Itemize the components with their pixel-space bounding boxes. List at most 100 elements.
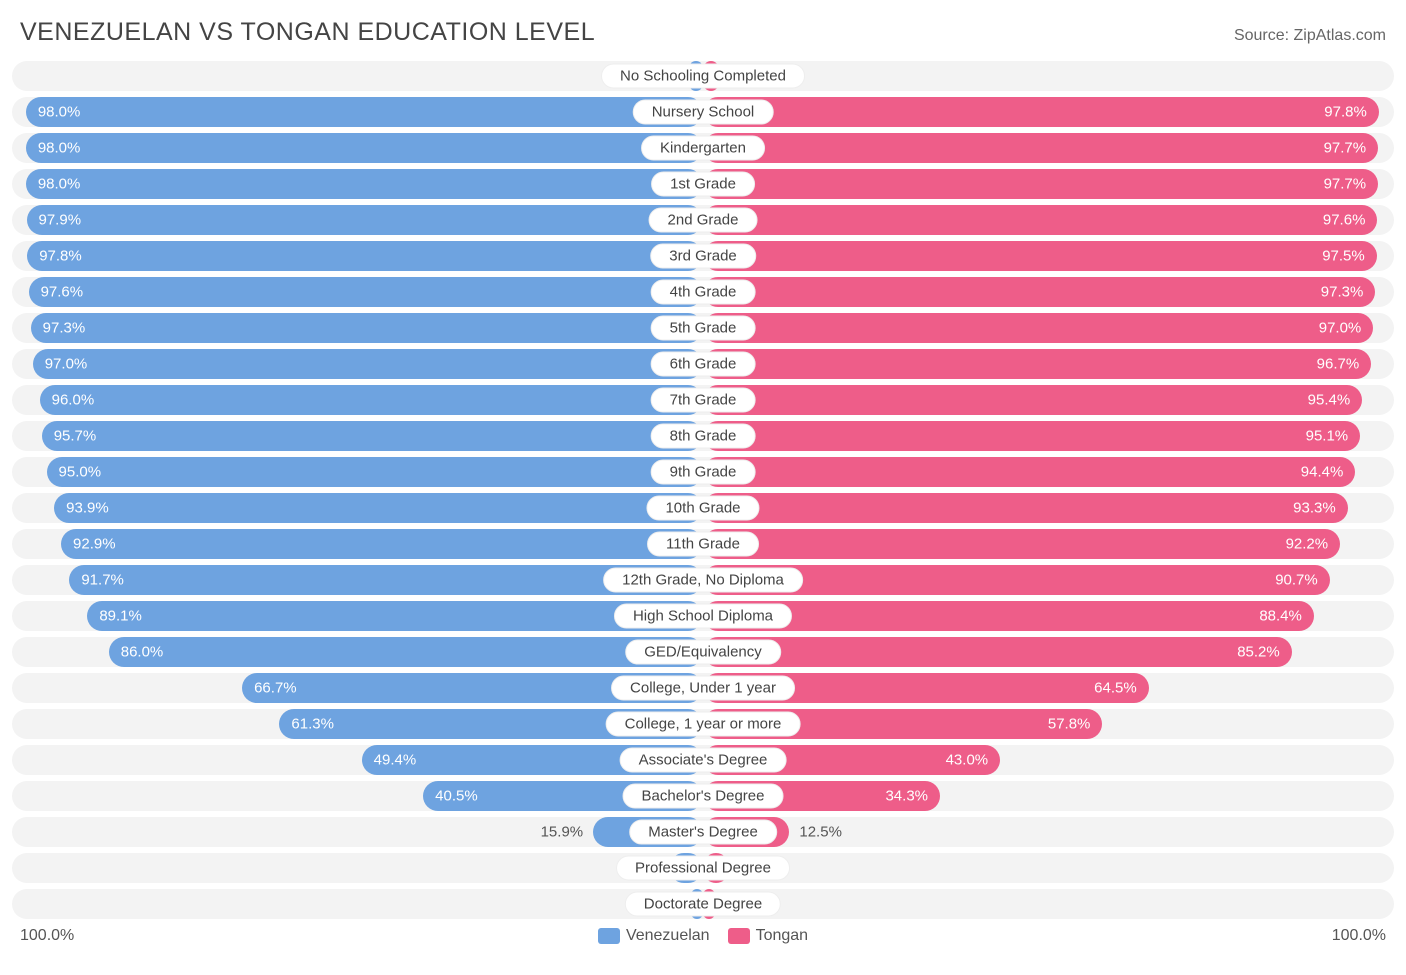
value-label-left: 66.7% [254,680,297,697]
value-label-right: 95.4% [1308,392,1351,409]
category-label: No Schooling Completed [601,64,805,89]
value-label-right: 97.0% [1319,320,1362,337]
category-label: 10th Grade [646,496,759,521]
legend-key-right: Tongan [728,927,809,945]
value-label-left: 97.6% [41,284,84,301]
chart-row: 4.9%3.7%Professional Degree [12,853,1394,883]
value-label-left: 86.0% [121,644,164,661]
value-label-right: 97.6% [1323,212,1366,229]
value-label-right: 92.2% [1286,536,1329,553]
bar-right [703,169,1378,199]
value-label-right: 97.5% [1322,248,1365,265]
legend-key-left: Venezuelan [598,927,710,945]
category-label: 4th Grade [651,280,756,305]
chart-source: Source: ZipAtlas.com [1234,27,1386,45]
category-label: 5th Grade [651,316,756,341]
value-label-right: 97.3% [1321,284,1364,301]
chart-row: 66.7% 64.5% College, Under 1 year [12,673,1394,703]
bar-right [703,637,1292,667]
bar-right [703,421,1360,451]
value-label-left: 95.7% [54,428,97,445]
legend-swatch-right [728,928,750,944]
value-label-right: 85.2% [1237,644,1280,661]
value-label-right: 97.7% [1324,176,1367,193]
category-label: 3rd Grade [650,244,756,269]
value-label-right: 88.4% [1259,608,1302,625]
value-label-right: 12.5% [799,824,842,841]
diverging-bar-chart: 2.0%2.3%No Schooling Completed 98.0% 97.8%… [12,61,1394,919]
bar-right [703,493,1348,523]
category-label: 6th Grade [651,352,756,377]
value-label-right: 95.1% [1306,428,1349,445]
bar-right [703,457,1355,487]
chart-row: 97.0%96.7%6th Grade [12,349,1394,379]
chart-row: 96.0%95.4%7th Grade [12,385,1394,415]
chart-header: VENEZUELAN VS TONGAN EDUCATION LEVEL Sou… [12,18,1394,61]
category-label: College, Under 1 year [611,676,795,701]
category-label: Nursery School [633,100,774,125]
chart-row: 97.9%97.6%2nd Grade [12,205,1394,235]
category-label: 1st Grade [651,172,755,197]
bar-right [703,133,1378,163]
chart-row: 98.0% 97.7% Kindergarten [12,133,1394,163]
chart-row: 93.9%93.3%10th Grade [12,493,1394,523]
chart-row: 97.6% 97.3% 4th Grade [12,277,1394,307]
chart-row: 15.9% 12.5% Master's Degree [12,817,1394,847]
chart-row: 98.0% 97.7% 1st Grade [12,169,1394,199]
chart-row: 49.4%43.0%Associate's Degree [12,745,1394,775]
chart-row: 61.3%57.8%College, 1 year or more [12,709,1394,739]
bar-left [33,349,703,379]
value-label-left: 98.0% [38,176,81,193]
value-label-right: 57.8% [1048,716,1091,733]
bar-right [703,529,1340,559]
value-label-left: 96.0% [52,392,95,409]
category-label: Bachelor's Degree [623,784,784,809]
chart-row: 95.0%94.4%9th Grade [12,457,1394,487]
value-label-left: 97.3% [43,320,86,337]
category-label: 8th Grade [651,424,756,449]
bar-left [47,457,703,487]
category-label: Kindergarten [641,136,765,161]
value-label-right: 97.7% [1324,140,1367,157]
chart-row: 86.0% 85.2% GED/Equivalency [12,637,1394,667]
bar-left [27,241,703,271]
value-label-left: 98.0% [38,140,81,157]
value-label-left: 92.9% [73,536,116,553]
value-label-left: 61.3% [291,716,334,733]
value-label-right: 96.7% [1317,356,1360,373]
bar-left [61,529,703,559]
chart-row: 91.7%90.7%12th Grade, No Diploma [12,565,1394,595]
bar-right [703,277,1375,307]
axis-max-left: 100.0% [20,927,74,945]
category-label: Master's Degree [629,820,777,845]
bar-left [27,205,703,235]
chart-row: 2.0%2.3%No Schooling Completed [12,61,1394,91]
category-label: Doctorate Degree [625,892,781,917]
chart-row: 40.5%34.3%Bachelor's Degree [12,781,1394,811]
bar-right [703,205,1377,235]
bar-left [109,637,703,667]
bar-left [42,421,703,451]
value-label-right: 90.7% [1275,572,1318,589]
category-label: 11th Grade [647,532,759,557]
legend-label-left: Venezuelan [626,927,710,945]
category-label: 2nd Grade [649,208,758,233]
bar-left [26,97,703,127]
value-label-right: 97.8% [1324,104,1367,121]
value-label-left: 98.0% [38,104,81,121]
value-label-left: 15.9% [541,824,584,841]
category-label: Professional Degree [616,856,790,881]
value-label-right: 64.5% [1094,680,1137,697]
bar-right [703,385,1362,415]
value-label-left: 91.7% [81,572,124,589]
value-label-left: 93.9% [66,500,109,517]
value-label-right: 94.4% [1301,464,1344,481]
bar-left [87,601,703,631]
category-label: GED/Equivalency [625,640,781,665]
chart-row: 97.3% 97.0% 5th Grade [12,313,1394,343]
chart-title: VENEZUELAN VS TONGAN EDUCATION LEVEL [20,18,595,47]
bar-right [703,601,1314,631]
bar-right [703,349,1371,379]
category-label: 9th Grade [651,460,756,485]
chart-row: 1.7%1.7%Doctorate Degree [12,889,1394,919]
